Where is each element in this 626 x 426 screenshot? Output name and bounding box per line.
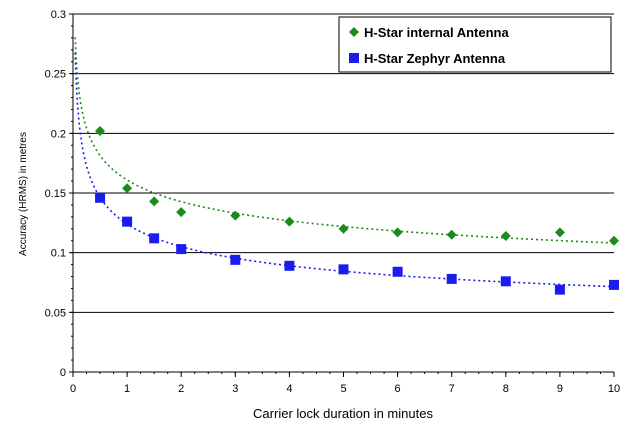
x-tick-label-6: 6 xyxy=(395,383,401,395)
x-tick-label-0: 0 xyxy=(70,383,76,395)
y-tick-label-2: 0.1 xyxy=(51,248,66,260)
point-internal-3 xyxy=(176,207,187,218)
x-tick-label-2: 2 xyxy=(178,383,184,395)
axes xyxy=(69,13,615,377)
legend: H-Star internal Antenna H-Star Zephyr An… xyxy=(338,16,612,73)
point-internal-2 xyxy=(149,196,160,207)
point-zephyr-6 xyxy=(338,264,349,275)
point-zephyr-8 xyxy=(446,273,457,284)
point-internal-0 xyxy=(95,125,106,136)
point-zephyr-1 xyxy=(122,216,133,227)
point-internal-11 xyxy=(609,235,619,246)
point-internal-6 xyxy=(338,223,349,234)
x-tick-label-1: 1 xyxy=(124,383,130,395)
y-tick-label-0: 0 xyxy=(60,367,66,379)
legend-diamond-icon xyxy=(349,27,359,37)
data-points xyxy=(95,125,619,295)
point-zephyr-4 xyxy=(230,254,241,265)
tick-labels: 0 0.05 0.1 0.15 0.2 0.25 0.3 0 1 2 3 4 5 6 7 8 9 10 xyxy=(45,9,621,395)
x-axis-title: Carrier lock duration in minutes xyxy=(253,406,433,421)
gridlines xyxy=(73,13,614,313)
point-internal-8 xyxy=(446,229,457,240)
x-tick-label-5: 5 xyxy=(340,383,346,395)
point-zephyr-10 xyxy=(554,284,565,295)
point-zephyr-0 xyxy=(95,192,106,203)
x-tick-label-10: 10 xyxy=(608,383,620,395)
trendlines xyxy=(74,37,615,288)
point-internal-5 xyxy=(284,216,295,227)
x-tick-label-7: 7 xyxy=(449,383,455,395)
y-axis-title: Accuracy (HRMS) in metres xyxy=(18,132,29,256)
trendline-series-0 xyxy=(74,37,615,244)
legend-square-icon xyxy=(349,53,359,63)
point-zephyr-2 xyxy=(149,233,160,244)
point-internal-10 xyxy=(554,227,565,238)
legend-box xyxy=(338,16,612,73)
trendline-series-1 xyxy=(74,52,615,288)
point-internal-4 xyxy=(230,210,241,221)
point-internal-7 xyxy=(392,227,403,238)
point-zephyr-5 xyxy=(284,260,295,271)
y-tick-label-3: 0.15 xyxy=(45,188,66,200)
point-internal-9 xyxy=(500,230,511,241)
x-tick-label-9: 9 xyxy=(557,383,563,395)
x-tick-label-3: 3 xyxy=(232,383,238,395)
y-tick-label-5: 0.25 xyxy=(45,69,66,81)
y-tick-label-6: 0.3 xyxy=(51,9,66,21)
y-tick-label-1: 0.05 xyxy=(45,307,66,319)
point-zephyr-7 xyxy=(392,266,403,277)
y-tick-label-4: 0.2 xyxy=(51,128,66,140)
x-tick-label-4: 4 xyxy=(286,383,292,395)
point-internal-1 xyxy=(122,183,133,194)
legend-label-internal: H-Star internal Antenna xyxy=(364,25,509,40)
point-zephyr-9 xyxy=(500,276,511,287)
point-zephyr-11 xyxy=(609,279,619,290)
x-tick-label-8: 8 xyxy=(503,383,509,395)
legend-label-zephyr: H-Star Zephyr Antenna xyxy=(364,51,506,66)
point-zephyr-3 xyxy=(176,244,187,255)
